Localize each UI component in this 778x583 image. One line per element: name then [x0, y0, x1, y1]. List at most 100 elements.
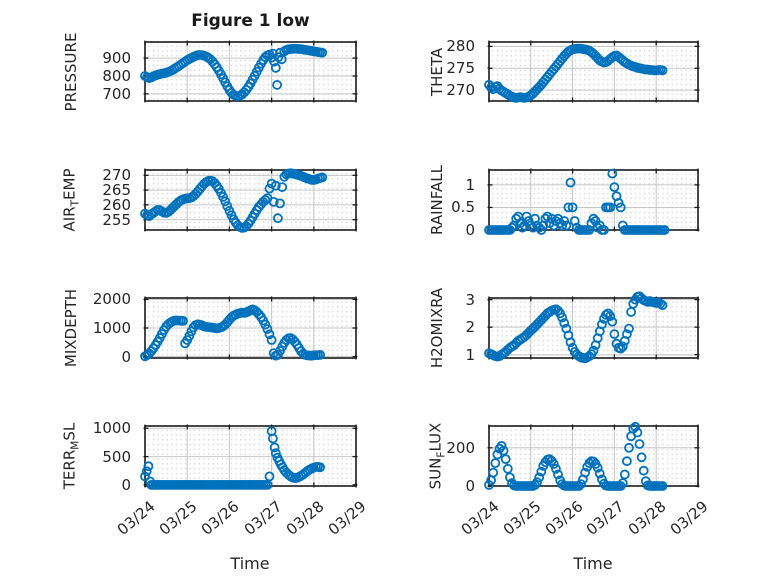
plot-area [484, 421, 700, 491]
y-tick-label: 260 [102, 195, 131, 214]
x-tick-label: 03/27 [240, 497, 286, 539]
axes-box [488, 41, 699, 102]
y-tick-label: 700 [102, 84, 131, 103]
major-grid [489, 42, 698, 101]
major-grid [489, 426, 698, 486]
plot-area [140, 296, 358, 362]
tick-marks [487, 168, 700, 232]
axes-box [488, 297, 699, 359]
x-tick-label: 03/24 [113, 497, 159, 539]
x-tick-label: 03/27 [583, 497, 628, 539]
minor-grid [489, 42, 698, 101]
y-tick-label: 900 [102, 49, 131, 68]
major-grid [489, 298, 698, 358]
y-axis-label: RAINFALL [428, 165, 446, 235]
y-axis-label: H2OMIXRA [428, 287, 446, 369]
x-axis-label-left: Time [230, 554, 270, 573]
minor-grid [489, 298, 698, 358]
minor-grid [145, 42, 356, 101]
minor-grid [489, 170, 698, 230]
axes-box [144, 41, 357, 102]
x-tick-label: 03/29 [324, 497, 370, 539]
series-markers [484, 291, 668, 364]
y-tick-label: 2000 [92, 290, 131, 309]
plot-area [140, 424, 358, 490]
plot-area [484, 291, 700, 364]
plot-area [140, 40, 358, 103]
y-tick-label: 1000 [92, 419, 131, 438]
x-tick-label: 03/26 [198, 497, 243, 539]
major-grid [145, 170, 356, 230]
y-tick-label: 265 [102, 181, 131, 200]
axes-box [488, 425, 699, 487]
minor-grid [489, 426, 698, 486]
y-axis-label: AIRTEMP [60, 168, 82, 232]
tick-marks [487, 424, 700, 488]
major-grid [145, 42, 356, 101]
y-tick-label: 1 [465, 345, 475, 364]
minor-grid [145, 426, 356, 486]
axes-box [488, 169, 699, 231]
y-tick-label: 3 [465, 290, 475, 309]
minor-grid [145, 298, 356, 358]
x-tick-label: 03/28 [282, 497, 328, 539]
y-tick-label: 2 [465, 318, 475, 337]
major-grid [145, 298, 356, 358]
axes-box [144, 297, 357, 359]
y-axis-label: TERRMSL [60, 422, 82, 490]
y-tick-label: 0 [465, 221, 475, 239]
series-markers [140, 426, 326, 490]
y-tick-label: 500 [102, 447, 131, 466]
major-grid [489, 170, 698, 230]
plot-area [484, 40, 700, 103]
major-grid [145, 426, 356, 486]
y-tick-label: 0 [121, 347, 131, 366]
y-tick-label: 0 [121, 475, 131, 494]
y-tick-label: 0 [465, 477, 475, 495]
y-tick-label: 270 [102, 166, 131, 185]
x-tick-label: 03/24 [457, 497, 503, 539]
figure-title: Figure 1 low [191, 11, 310, 31]
series-markers [140, 168, 328, 233]
plot-area [140, 168, 358, 233]
series-markers [484, 43, 668, 103]
series-markers [484, 421, 668, 491]
series-markers [140, 304, 326, 362]
series-markers [484, 168, 670, 235]
minor-grid [145, 170, 356, 230]
axes-box [144, 169, 357, 231]
y-tick-label: 275 [446, 59, 475, 78]
y-tick-label: 255 [102, 210, 131, 229]
y-tick-label: 800 [102, 66, 131, 85]
series-markers [140, 43, 328, 102]
y-tick-label: 0.5 [451, 198, 475, 217]
tick-marks [487, 296, 700, 360]
y-tick-label: 1 [465, 175, 475, 194]
axes-box [144, 425, 357, 487]
y-axis-label: MIXDEPTH [62, 288, 80, 368]
y-tick-label: 200 [446, 438, 475, 457]
x-tick-label: 03/25 [155, 497, 201, 539]
y-axis-label: PRESSURE [62, 32, 80, 111]
y-tick-label: 270 [446, 81, 475, 100]
x-tick-label: 03/26 [541, 497, 587, 539]
y-axis-label: SUNFLUX [426, 422, 448, 490]
tick-marks [143, 296, 358, 360]
tick-marks [143, 168, 358, 232]
x-tick-label: 03/28 [624, 497, 670, 539]
y-tick-label: 280 [446, 37, 475, 56]
x-tick-label: 03/25 [499, 497, 545, 539]
tick-marks [143, 40, 358, 103]
x-tick-label: 03/29 [666, 497, 712, 539]
plot-area [484, 168, 700, 235]
x-axis-label-right: Time [573, 554, 613, 573]
tick-marks [487, 40, 700, 103]
